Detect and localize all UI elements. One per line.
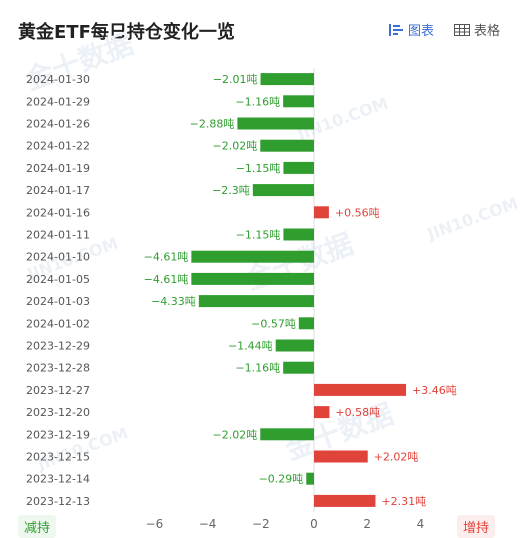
decrease-bar — [191, 250, 314, 263]
decrease-bar — [191, 272, 314, 285]
category-label: 2024-01-29 — [26, 95, 90, 108]
decrease-bar — [252, 184, 314, 197]
decrease-bar — [198, 295, 314, 308]
bar-value-label: +2.02吨 — [374, 451, 419, 464]
increase-bar — [314, 494, 376, 507]
increase-bar — [314, 206, 329, 219]
bar-value-label: −4.61吨 — [144, 273, 189, 286]
bar-value-label: +0.56吨 — [335, 206, 380, 219]
bar-value-label: −0.57吨 — [251, 317, 296, 330]
decrease-bar — [237, 117, 314, 130]
increase-legend-label: 增持 — [457, 515, 496, 538]
x-tick-label: −2 — [252, 517, 270, 531]
bar-value-label: −4.33吨 — [151, 295, 196, 308]
category-label: 2023-12-20 — [26, 406, 90, 419]
watermark-text: JIN10.COM — [424, 193, 521, 244]
bar-value-label: −1.44吨 — [228, 340, 273, 353]
bar-value-label: +0.58吨 — [335, 406, 380, 419]
bar-chart-icon — [389, 23, 403, 36]
bar-value-label: +2.31吨 — [381, 495, 426, 508]
watermark-text: 金十数据 — [20, 27, 137, 97]
table-icon — [454, 23, 470, 36]
bar-value-label: −1.16吨 — [235, 95, 280, 108]
bar-value-label: −2.3吨 — [212, 184, 250, 197]
category-label: 2024-01-17 — [26, 184, 90, 197]
category-label: 2024-01-03 — [26, 295, 90, 308]
decrease-legend-label: 减持 — [18, 515, 57, 538]
increase-bar — [314, 450, 368, 463]
x-tick-label: 4 — [417, 517, 425, 531]
category-label: 2023-12-13 — [26, 495, 90, 508]
bar-value-label: −2.02吨 — [213, 140, 258, 153]
category-label: 2023-12-29 — [26, 340, 90, 353]
decrease-bar — [260, 428, 314, 441]
bar-value-label: −1.15吨 — [236, 229, 281, 242]
category-label: 2024-01-26 — [26, 118, 90, 131]
category-label: 2023-12-14 — [26, 473, 90, 486]
category-label: 2024-01-30 — [26, 73, 90, 86]
decrease-bar — [260, 73, 314, 86]
category-label: 2024-01-05 — [26, 273, 90, 286]
bar-value-label: −2.88吨 — [190, 118, 235, 131]
category-label: 2024-01-11 — [26, 229, 90, 242]
bar-value-label: −1.16吨 — [235, 362, 280, 375]
decrease-bar — [283, 95, 314, 108]
table-view-tab[interactable]: 表格 — [454, 20, 500, 39]
x-tick-label: −6 — [146, 517, 164, 531]
decrease-bar — [306, 472, 314, 485]
bar-value-label: −2.01吨 — [213, 73, 258, 86]
x-tick-label: 2 — [363, 517, 371, 531]
category-label: 2023-12-15 — [26, 451, 90, 464]
bar-value-label: −0.29吨 — [259, 473, 304, 486]
category-label: 2023-12-27 — [26, 384, 90, 397]
decrease-bar — [298, 317, 314, 330]
category-label: 2024-01-19 — [26, 162, 90, 175]
increase-bar — [314, 383, 407, 396]
bar-value-label: −1.15吨 — [236, 162, 281, 175]
category-label: 2024-01-02 — [26, 317, 90, 330]
category-label: 2024-01-16 — [26, 206, 90, 219]
decrease-bar — [260, 139, 314, 152]
x-tick-label: 0 — [310, 517, 318, 531]
decrease-bar — [275, 339, 314, 352]
category-label: 2023-12-19 — [26, 428, 90, 441]
chart-view-tab[interactable]: 图表 — [388, 20, 434, 39]
page-title: 黄金ETF每日持仓变化一览 — [18, 22, 235, 43]
bar-value-label: −2.02吨 — [213, 428, 258, 441]
x-tick-label: −4 — [199, 517, 217, 531]
increase-bar — [314, 406, 330, 419]
category-label: 2024-01-10 — [26, 251, 90, 264]
decrease-bar — [283, 161, 314, 174]
category-label: 2024-01-22 — [26, 140, 90, 153]
table-view-label: 表格 — [474, 24, 501, 39]
decrease-bar — [283, 228, 314, 241]
decrease-bar — [283, 361, 314, 374]
category-label: 2023-12-28 — [26, 362, 90, 375]
bar-value-label: +3.46吨 — [412, 384, 457, 397]
chart-view-label: 图表 — [408, 24, 435, 39]
bar-value-label: −4.61吨 — [144, 251, 189, 264]
